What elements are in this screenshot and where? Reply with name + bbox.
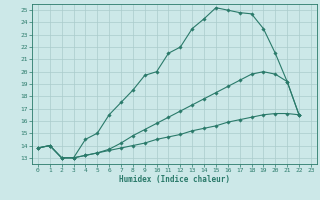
X-axis label: Humidex (Indice chaleur): Humidex (Indice chaleur) bbox=[119, 175, 230, 184]
